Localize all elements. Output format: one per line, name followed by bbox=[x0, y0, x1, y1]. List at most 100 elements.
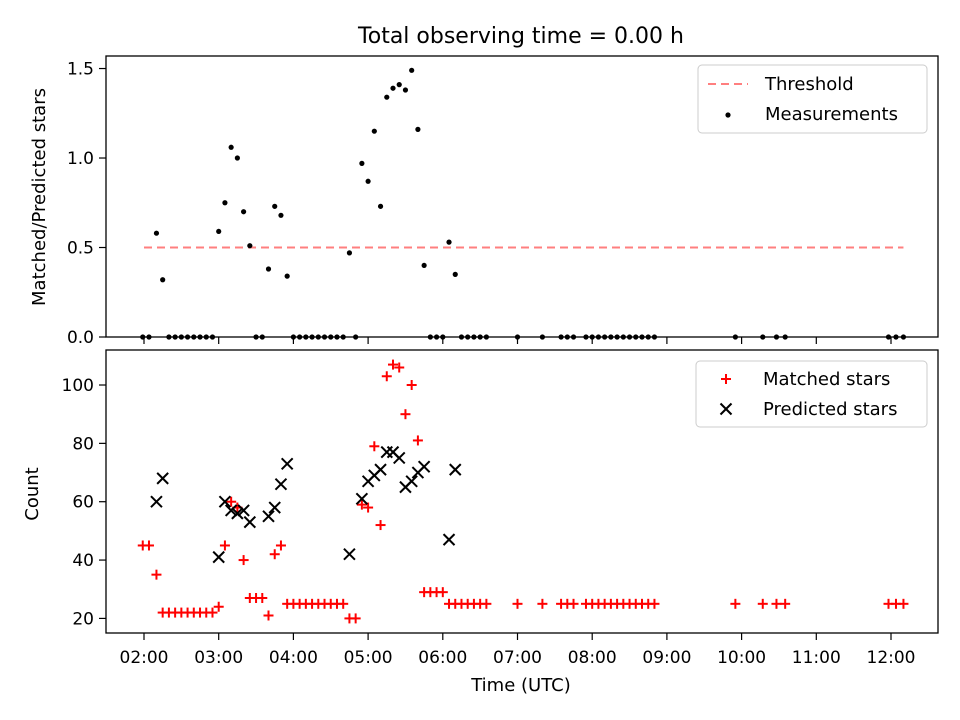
measurement-point bbox=[415, 126, 421, 132]
legend-predicted-swatch bbox=[719, 402, 733, 416]
x-tick-label: 06:00 bbox=[418, 648, 467, 668]
chart-title: Total observing time = 0.00 h bbox=[357, 24, 684, 49]
measurement-point bbox=[265, 266, 272, 272]
legend-measurements-swatch bbox=[725, 112, 731, 118]
predicted-point bbox=[243, 515, 257, 529]
measurement-point bbox=[396, 82, 402, 88]
bottom-y-tick-label: 80 bbox=[72, 434, 94, 454]
x-tick-label: 08:00 bbox=[568, 648, 617, 668]
legend-threshold-label: Threshold bbox=[764, 74, 854, 95]
x-tick-label: 10:00 bbox=[717, 648, 766, 668]
matched-point bbox=[412, 435, 423, 446]
predicted-point bbox=[280, 457, 294, 470]
matched-point bbox=[226, 496, 237, 507]
matched-point bbox=[568, 598, 579, 609]
top-y-ticks: 0.0 0.5 1.0 1.5 bbox=[67, 60, 106, 348]
x-tick-label: 05:00 bbox=[344, 648, 393, 668]
matched-point bbox=[406, 380, 417, 391]
predicted-point bbox=[405, 475, 418, 488]
matched-point bbox=[207, 607, 218, 618]
matched-point bbox=[757, 598, 768, 609]
measurement-point bbox=[216, 228, 222, 235]
x-tick-label: 07:00 bbox=[493, 648, 542, 668]
predicted-point bbox=[380, 445, 393, 459]
matched-point bbox=[369, 441, 380, 452]
top-y-axis-label: Matched/Predicted stars bbox=[29, 88, 50, 306]
measurement-point bbox=[452, 271, 458, 277]
bottom-y-tick-label: 20 bbox=[72, 609, 94, 629]
matched-point bbox=[238, 555, 249, 566]
predicted-point bbox=[231, 507, 244, 520]
predicted-point bbox=[268, 501, 281, 514]
predicted-point bbox=[218, 495, 232, 508]
x-axis-label: Time (UTC) bbox=[470, 675, 571, 696]
matched-point bbox=[388, 359, 398, 370]
matched-point bbox=[263, 610, 274, 621]
matched-point bbox=[338, 598, 349, 609]
matched-point bbox=[730, 598, 741, 609]
x-tick-label: 02:00 bbox=[120, 648, 169, 668]
matched-point bbox=[350, 613, 361, 624]
matched-point bbox=[898, 598, 909, 609]
bottom-y-tick-label: 100 bbox=[62, 376, 94, 396]
matched-point bbox=[375, 520, 386, 531]
top-y-tick-label: 1.5 bbox=[67, 60, 94, 80]
matched-point bbox=[356, 499, 367, 510]
matched-point bbox=[649, 598, 660, 609]
matched-point bbox=[512, 598, 523, 609]
bottom-y-tick-label: 60 bbox=[72, 493, 94, 513]
legend-predicted-label: Predicted stars bbox=[763, 399, 897, 420]
measurement-point bbox=[284, 273, 290, 279]
measurement-point bbox=[359, 160, 365, 166]
predicted-point bbox=[150, 495, 163, 508]
predicted-point bbox=[262, 510, 275, 523]
matched-point bbox=[213, 601, 224, 612]
predicted-point bbox=[212, 550, 225, 564]
bottom-legend-box bbox=[695, 360, 928, 428]
matched-point bbox=[780, 598, 791, 609]
top-y-tick-label: 1.0 bbox=[67, 149, 94, 169]
bottom-y-axis-label: Count bbox=[22, 467, 43, 520]
measurement-points bbox=[140, 67, 907, 340]
x-tick-label: 09:00 bbox=[642, 648, 691, 668]
matched-points bbox=[137, 359, 909, 624]
measurement-point bbox=[222, 200, 228, 206]
predicted-points bbox=[150, 445, 462, 564]
legend-matched-label: Matched stars bbox=[763, 369, 890, 390]
predicted-point bbox=[224, 504, 238, 517]
measurement-point bbox=[409, 67, 415, 73]
predicted-point bbox=[355, 492, 369, 506]
measurement-point bbox=[384, 94, 390, 100]
measurement-point bbox=[402, 87, 409, 93]
measurement-point bbox=[272, 203, 278, 209]
bottom-legend: Matched stars Predicted stars bbox=[695, 360, 928, 428]
matched-point bbox=[481, 598, 492, 609]
legend-matched-marker bbox=[721, 374, 731, 384]
predicted-point bbox=[156, 472, 169, 485]
measurement-point bbox=[234, 155, 240, 161]
measurement-point bbox=[346, 250, 353, 256]
predicted-point bbox=[449, 463, 462, 476]
legend-measurements-label: Measurements bbox=[765, 104, 898, 125]
matched-point bbox=[275, 540, 286, 551]
measurement-point bbox=[446, 239, 452, 245]
bottom-x-ticks: 02:00 03:00 04:00 05:00 06:00 07:00 08:00 09:00… bbox=[120, 633, 916, 668]
measurement-point bbox=[390, 85, 396, 91]
matched-point bbox=[219, 540, 230, 551]
x-tick-label: 11:00 bbox=[792, 648, 841, 668]
measurement-point bbox=[241, 209, 247, 215]
matched-point bbox=[400, 409, 411, 420]
measurement-point bbox=[228, 144, 234, 150]
top-axes-frame bbox=[105, 55, 939, 338]
matched-point bbox=[143, 540, 154, 551]
predicted-point bbox=[393, 451, 406, 465]
bottom-axes-frame bbox=[105, 349, 939, 634]
top-y-tick-label: 0.0 bbox=[67, 328, 94, 348]
predicted-point bbox=[274, 477, 288, 491]
x-tick-label: 12:00 bbox=[867, 648, 916, 668]
bottom-y-ticks: 20 40 60 80 100 bbox=[62, 376, 106, 629]
measurement-point bbox=[371, 128, 377, 134]
bottom-panel: 20 40 60 80 100 02:00 03:00 04:00 05:00 06:00 07:… bbox=[22, 349, 939, 696]
matched-point bbox=[771, 598, 782, 609]
